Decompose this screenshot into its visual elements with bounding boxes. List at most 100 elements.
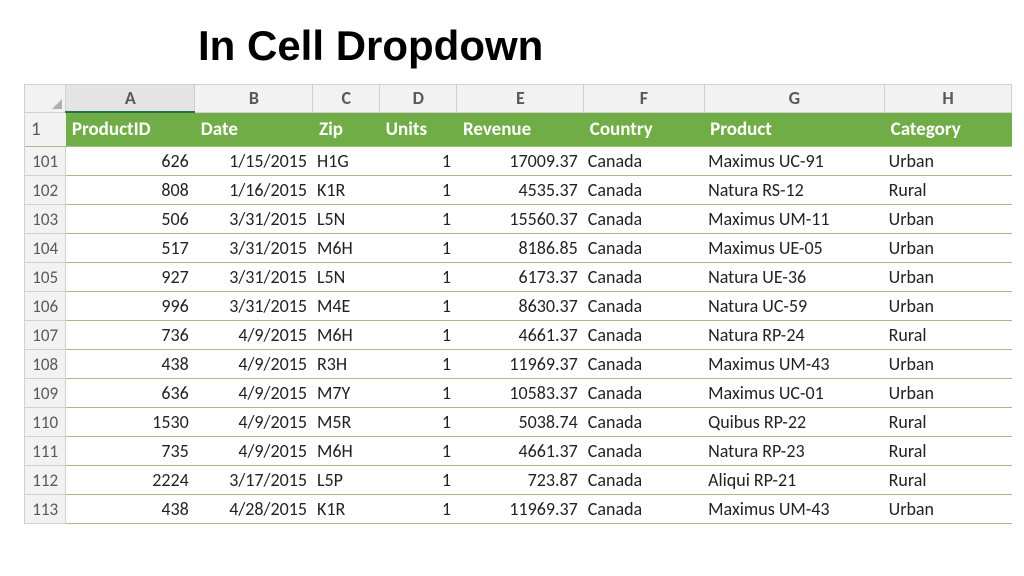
cell-productid[interactable]: 736 (66, 321, 195, 350)
cell-country[interactable]: Canada (584, 263, 704, 292)
cell-product[interactable]: Natura UE-36 (704, 263, 885, 292)
header-productid[interactable]: ProductID (66, 112, 195, 147)
cell-units[interactable]: 1 (380, 437, 457, 466)
cell-revenue[interactable]: 6173.37 (457, 263, 584, 292)
cell-revenue[interactable]: 4535.37 (457, 176, 584, 205)
cell-date[interactable]: 4/9/2015 (195, 321, 313, 350)
row-number[interactable]: 105 (25, 263, 66, 292)
cell-units[interactable]: 1 (380, 321, 457, 350)
row-number[interactable]: 102 (25, 176, 66, 205)
cell-category[interactable]: Urban (885, 292, 1012, 321)
row-number[interactable]: 111 (25, 437, 66, 466)
cell-country[interactable]: Canada (584, 205, 704, 234)
row-number[interactable]: 107 (25, 321, 66, 350)
cell-productid[interactable]: 927 (66, 263, 195, 292)
cell-units[interactable]: 1 (380, 292, 457, 321)
header-country[interactable]: Country (584, 112, 704, 147)
cell-zip[interactable]: L5N (313, 263, 380, 292)
cell-date[interactable]: 3/31/2015 (195, 263, 313, 292)
cell-product[interactable]: Natura RP-24 (704, 321, 885, 350)
column-letter-C[interactable]: C (313, 85, 380, 112)
cell-productid[interactable]: 626 (66, 147, 195, 176)
cell-zip[interactable]: M6H (313, 437, 380, 466)
cell-revenue[interactable]: 5038.74 (457, 408, 584, 437)
cell-revenue[interactable]: 11969.37 (457, 495, 584, 524)
cell-revenue[interactable]: 17009.37 (457, 147, 584, 176)
cell-revenue[interactable]: 10583.37 (457, 379, 584, 408)
cell-zip[interactable]: R3H (313, 350, 380, 379)
select-all-corner[interactable] (25, 85, 66, 112)
cell-category[interactable]: Urban (885, 263, 1012, 292)
cell-product[interactable]: Maximus UM-11 (704, 205, 885, 234)
cell-productid[interactable]: 1530 (66, 408, 195, 437)
cell-revenue[interactable]: 15560.37 (457, 205, 584, 234)
cell-zip[interactable]: L5P (313, 466, 380, 495)
cell-country[interactable]: Canada (584, 292, 704, 321)
header-zip[interactable]: Zip (313, 112, 380, 147)
cell-product[interactable]: Maximus UM-43 (704, 495, 885, 524)
cell-zip[interactable]: M6H (313, 234, 380, 263)
row-number[interactable]: 112 (25, 466, 66, 495)
cell-product[interactable]: Maximus UC-91 (704, 147, 885, 176)
row-number[interactable]: 106 (25, 292, 66, 321)
cell-category[interactable]: Rural (885, 176, 1012, 205)
cell-date[interactable]: 4/9/2015 (195, 437, 313, 466)
row-number[interactable]: 1 (25, 112, 66, 147)
cell-units[interactable]: 1 (380, 234, 457, 263)
cell-date[interactable]: 4/9/2015 (195, 350, 313, 379)
column-letter-E[interactable]: E (457, 85, 584, 112)
cell-productid[interactable]: 996 (66, 292, 195, 321)
cell-product[interactable]: Quibus RP-22 (704, 408, 885, 437)
cell-country[interactable]: Canada (584, 495, 704, 524)
column-letter-F[interactable]: F (584, 85, 704, 112)
cell-country[interactable]: Canada (584, 321, 704, 350)
row-number[interactable]: 101 (25, 147, 66, 176)
cell-product[interactable]: Maximus UM-43 (704, 350, 885, 379)
cell-country[interactable]: Canada (584, 379, 704, 408)
cell-productid[interactable]: 636 (66, 379, 195, 408)
cell-date[interactable]: 3/31/2015 (195, 234, 313, 263)
header-date[interactable]: Date (195, 112, 313, 147)
cell-product[interactable]: Natura UC-59 (704, 292, 885, 321)
cell-zip[interactable]: H1G (313, 147, 380, 176)
cell-date[interactable]: 3/31/2015 (195, 205, 313, 234)
cell-units[interactable]: 1 (380, 147, 457, 176)
cell-zip[interactable]: K1R (313, 176, 380, 205)
column-letter-H[interactable]: H (885, 85, 1012, 112)
cell-category[interactable]: Urban (885, 379, 1012, 408)
cell-revenue[interactable]: 8630.37 (457, 292, 584, 321)
cell-units[interactable]: 1 (380, 176, 457, 205)
cell-units[interactable]: 1 (380, 466, 457, 495)
cell-productid[interactable]: 517 (66, 234, 195, 263)
cell-category[interactable]: Urban (885, 205, 1012, 234)
cell-product[interactable]: Natura RP-23 (704, 437, 885, 466)
cell-category[interactable]: Urban (885, 495, 1012, 524)
column-letter-D[interactable]: D (380, 85, 457, 112)
cell-units[interactable]: 1 (380, 495, 457, 524)
column-letter-B[interactable]: B (195, 85, 313, 112)
cell-country[interactable]: Canada (584, 234, 704, 263)
cell-category[interactable]: Rural (885, 437, 1012, 466)
cell-date[interactable]: 3/31/2015 (195, 292, 313, 321)
cell-revenue[interactable]: 8186.85 (457, 234, 584, 263)
cell-productid[interactable]: 2224 (66, 466, 195, 495)
cell-date[interactable]: 4/9/2015 (195, 379, 313, 408)
cell-category[interactable]: Rural (885, 321, 1012, 350)
cell-productid[interactable]: 506 (66, 205, 195, 234)
cell-category[interactable]: Rural (885, 408, 1012, 437)
cell-country[interactable]: Canada (584, 466, 704, 495)
cell-country[interactable]: Canada (584, 176, 704, 205)
cell-category[interactable]: Urban (885, 234, 1012, 263)
cell-units[interactable]: 1 (380, 408, 457, 437)
cell-date[interactable]: 1/16/2015 (195, 176, 313, 205)
cell-category[interactable]: Urban (885, 147, 1012, 176)
cell-zip[interactable]: M5R (313, 408, 380, 437)
cell-country[interactable]: Canada (584, 408, 704, 437)
column-letter-G[interactable]: G (704, 85, 885, 112)
cell-product[interactable]: Maximus UC-01 (704, 379, 885, 408)
cell-product[interactable]: Natura RS-12 (704, 176, 885, 205)
cell-revenue[interactable]: 4661.37 (457, 437, 584, 466)
cell-date[interactable]: 4/9/2015 (195, 408, 313, 437)
cell-date[interactable]: 4/28/2015 (195, 495, 313, 524)
row-number[interactable]: 113 (25, 495, 66, 524)
